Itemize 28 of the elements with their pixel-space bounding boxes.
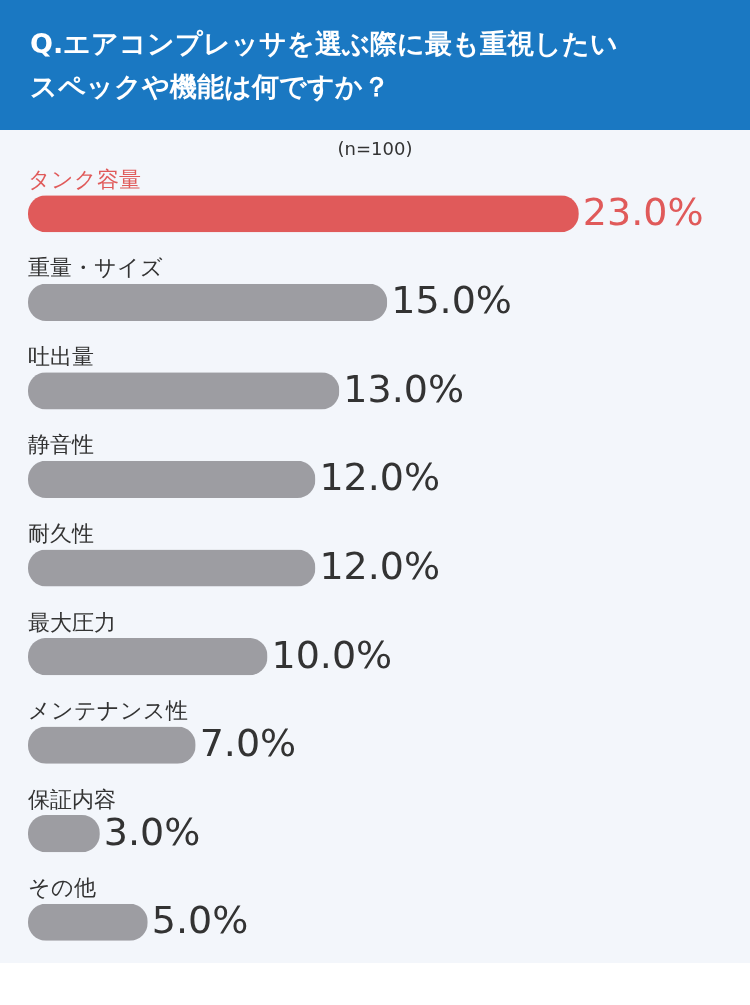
- y-tick-label: 吐出量: [28, 343, 94, 369]
- bar: [28, 903, 148, 941]
- data-label: 3.0%: [103, 809, 201, 854]
- data-label: 7.0%: [199, 721, 297, 766]
- bar: [28, 460, 316, 499]
- y-tick-label: 耐久性: [28, 521, 94, 546]
- data-label: 12.0%: [319, 455, 441, 500]
- data-label: 12.0%: [319, 544, 441, 588]
- y-tick-label: メンテナンス性: [28, 698, 188, 724]
- bar: [28, 726, 196, 764]
- bar: [28, 283, 388, 321]
- data-label: 13.0%: [343, 366, 465, 411]
- y-tick-label: 静音性: [28, 432, 94, 458]
- chart-title: Q.エアコンプレッサを選ぶ際に最も重視したいスペックや機能は何ですか？: [30, 28, 619, 102]
- bar: [28, 195, 579, 233]
- chart-subtitle: (n=100): [337, 137, 413, 159]
- bar: [28, 372, 340, 410]
- y-tick-label: その他: [28, 875, 96, 901]
- bar: [28, 549, 316, 587]
- data-label: 10.0%: [271, 632, 393, 677]
- data-label: 23.0%: [582, 189, 704, 234]
- bar: [28, 637, 268, 676]
- y-tick-label: 重量・サイズ: [28, 255, 163, 281]
- data-label: 15.0%: [391, 278, 512, 323]
- y-tick-label: 保証内容: [28, 786, 116, 812]
- y-tick-label: タンク容量: [28, 166, 141, 192]
- y-tick-label: 最大圧力: [28, 609, 116, 635]
- data-label: 5.0%: [151, 898, 249, 943]
